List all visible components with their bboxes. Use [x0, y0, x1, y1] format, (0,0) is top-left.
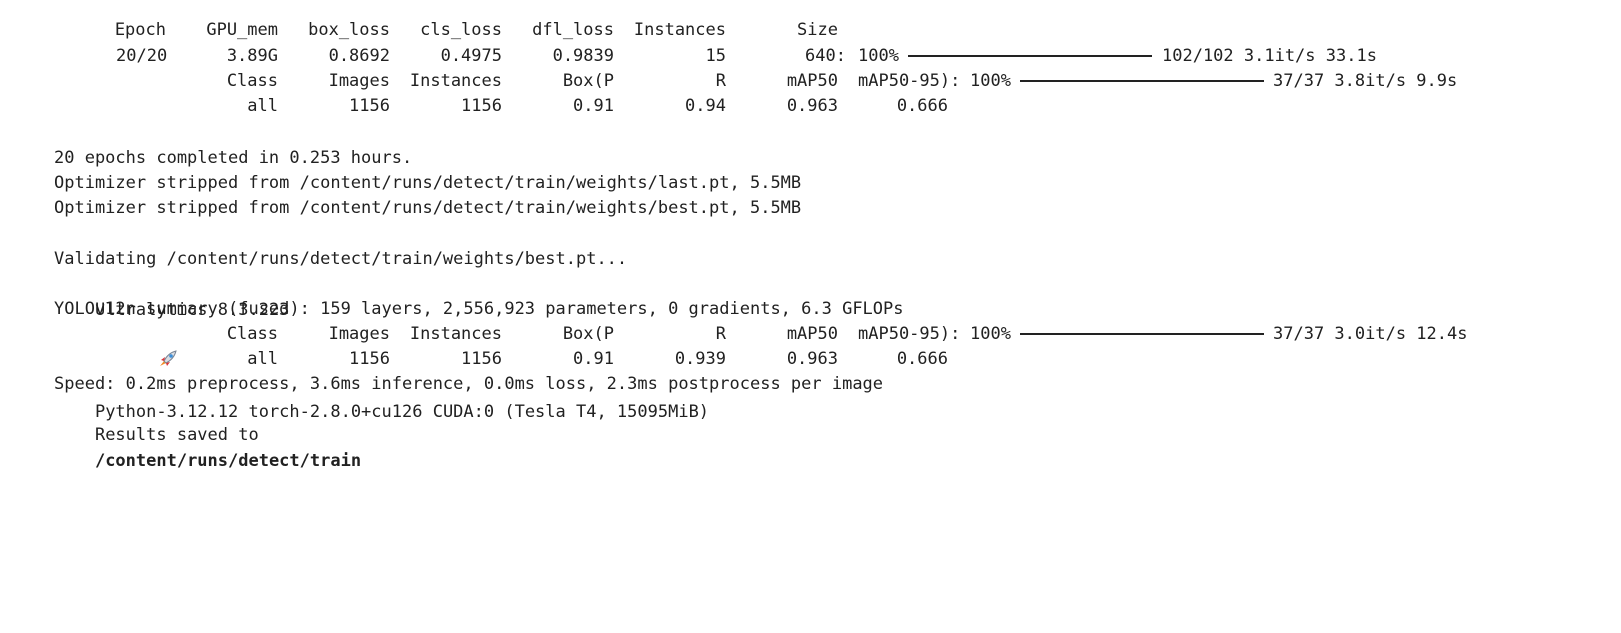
val2-progress-stats: 37/37 3.0it/s 12.4s [1273, 324, 1468, 344]
val2-instances-header: Instances [409, 324, 502, 344]
train-progress-stats: 102/102 3.1it/s 33.1s [1162, 46, 1377, 66]
val2-class-header: Class [226, 324, 278, 344]
val-header-row: Class Images Instances Box(P R mAP50 mAP… [0, 68, 1621, 94]
val2-progress-bar [1020, 333, 1264, 335]
train-cls-loss-value: 0.4975 [440, 46, 502, 66]
results-saved-prefix: Results saved to [94, 425, 259, 445]
val-r-value: 0.94 [685, 96, 726, 116]
val2-images-value: 1156 [349, 349, 390, 369]
ultralytics-version-prefix: Ultralytics 8.3.223 [94, 300, 290, 320]
val-instances-value: 1156 [461, 96, 502, 116]
train-values-row: 20/20 3.89G 0.8692 0.4975 0.9839 15 640:… [0, 43, 1621, 69]
val2-map50-95-header: mAP50-95): [858, 324, 961, 344]
val-map50-95-value: 0.666 [896, 96, 948, 116]
val-progress-percent: 100% [970, 71, 1011, 91]
train-instances-value: 15 [705, 46, 726, 66]
val-map50-header: mAP50 [786, 71, 838, 91]
val2-images-header: Images [328, 324, 390, 344]
val-box-p-value: 0.91 [573, 96, 614, 116]
val-instances-header: Instances [409, 71, 502, 91]
ultralytics-version-line: Ultralytics 8.3.223 Python-3.12.12 torch… [54, 271, 709, 422]
val2-values-row: all 1156 1156 0.91 0.939 0.963 0.666 [0, 346, 1621, 372]
col-box-loss-header: box_loss [308, 20, 390, 40]
col-gpu-mem-header: GPU_mem [206, 20, 278, 40]
train-dfl-loss-value: 0.9839 [552, 46, 614, 66]
optimizer-stripped-last-message: Optimizer stripped from /content/runs/de… [54, 173, 802, 193]
val2-r-header: R [715, 324, 726, 344]
val2-header-row: Class Images Instances Box(P R mAP50 mAP… [0, 321, 1621, 347]
val-box-p-header: Box(P [562, 71, 614, 91]
val-class-header: Class [226, 71, 278, 91]
train-epoch-value: 20/20 [116, 46, 168, 66]
col-cls-loss-header: cls_loss [420, 20, 502, 40]
val2-r-value: 0.939 [674, 349, 726, 369]
val2-instances-value: 1156 [461, 349, 502, 369]
val2-map50-95-value: 0.666 [896, 349, 948, 369]
ultralytics-version-suffix: Python-3.12.12 torch-2.8.0+cu126 CUDA:0 … [94, 402, 710, 422]
epochs-completed-message: 20 epochs completed in 0.253 hours. [54, 148, 413, 168]
val-r-header: R [715, 71, 726, 91]
results-saved-line: Results saved to /content/runs/detect/tr… [54, 396, 361, 471]
val-progress-bar [1020, 80, 1264, 82]
train-progress-percent: 100% [858, 46, 899, 66]
train-size-value: 640: [805, 46, 846, 66]
results-saved-path[interactable]: /content/runs/detect/train [94, 451, 362, 471]
col-instances-header: Instances [633, 20, 726, 40]
train-gpu-mem-value: 3.89G [226, 46, 278, 66]
speed-message: Speed: 0.2ms preprocess, 3.6ms inference… [54, 374, 884, 394]
val2-progress-percent: 100% [970, 324, 1011, 344]
val-values-row: all 1156 1156 0.91 0.94 0.963 0.666 [0, 93, 1621, 119]
model-summary-message: YOLOv12n summary (fused): 159 layers, 2,… [54, 299, 904, 319]
val2-map50-value: 0.963 [786, 349, 838, 369]
console-output: Epoch GPU_mem box_loss cls_loss dfl_loss… [0, 17, 1621, 471]
col-epoch-header: Epoch [114, 20, 166, 40]
val-images-value: 1156 [349, 96, 390, 116]
val-images-header: Images [328, 71, 390, 91]
validating-message: Validating /content/runs/detect/train/we… [54, 249, 628, 269]
rocket-icon [95, 323, 178, 366]
val-class-value: all [247, 96, 278, 116]
val2-box-p-header: Box(P [562, 324, 614, 344]
optimizer-stripped-best-message: Optimizer stripped from /content/runs/de… [54, 198, 802, 218]
val-progress-stats: 37/37 3.8it/s 9.9s [1273, 71, 1458, 91]
train-header-row: Epoch GPU_mem box_loss cls_loss dfl_loss… [0, 17, 1621, 43]
val-map50-95-header: mAP50-95): [858, 71, 961, 91]
train-progress-bar [908, 55, 1152, 57]
train-box-loss-value: 0.8692 [328, 46, 390, 66]
val-map50-value: 0.963 [786, 96, 838, 116]
val2-class-value: all [247, 349, 278, 369]
col-size-header: Size [797, 20, 838, 40]
val2-box-p-value: 0.91 [573, 349, 614, 369]
col-dfl-loss-header: dfl_loss [532, 20, 614, 40]
val2-map50-header: mAP50 [786, 324, 838, 344]
